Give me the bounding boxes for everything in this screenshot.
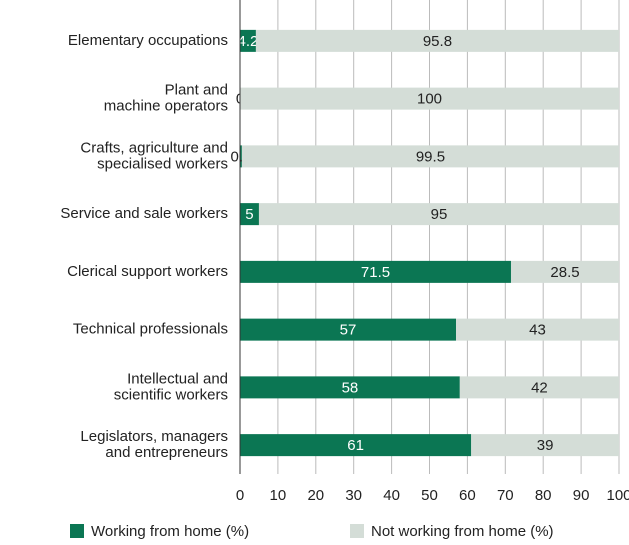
category-label: Technical professionals: [73, 321, 228, 338]
value-label: 100: [417, 91, 442, 108]
bar-segment: [255, 29, 619, 52]
value-label: 95.8: [423, 33, 452, 50]
x-tick-label: 30: [345, 487, 362, 504]
category-label: Service and sale workers: [60, 205, 228, 222]
bar-segment: [241, 145, 619, 168]
value-label: 43: [529, 322, 546, 339]
value-label: 95: [431, 206, 448, 223]
bar-segment: [240, 29, 256, 52]
x-tick-label: 70: [497, 487, 514, 504]
category-label: Legislators, managers and entrepreneurs: [80, 428, 228, 461]
bar-segment: [258, 203, 619, 226]
x-tick-label: 60: [459, 487, 476, 504]
bar-segment: [471, 434, 619, 457]
value-label: 39: [537, 437, 554, 454]
x-tick-label: 80: [535, 487, 552, 504]
bar-segment: [240, 318, 457, 341]
bar-segment: [510, 260, 619, 283]
value-label: 57: [340, 322, 357, 339]
x-tick-label: 50: [421, 487, 438, 504]
category-label: Plant and machine operators: [104, 82, 228, 115]
value-label: 58: [342, 379, 359, 396]
legend-swatch: [70, 524, 84, 538]
bar-segment: [240, 260, 511, 283]
category-label: Clerical support workers: [67, 263, 228, 280]
bar-segment: [456, 318, 619, 341]
bar-segment: [240, 376, 460, 399]
value-label: 42: [531, 379, 548, 396]
x-tick-label: 100: [606, 487, 629, 504]
legend-label: Not working from home (%): [371, 523, 554, 540]
x-tick-label: 0: [236, 487, 244, 504]
x-tick-label: 40: [383, 487, 400, 504]
bar-segment: [240, 434, 472, 457]
value-label: 61: [347, 437, 364, 454]
x-tick-label: 10: [270, 487, 287, 504]
x-tick-label: 90: [573, 487, 590, 504]
bar-segment: [240, 203, 259, 226]
legend-label: Working from home (%): [91, 523, 249, 540]
value-label: 4.2: [238, 33, 259, 50]
bar-segment: [240, 145, 242, 168]
value-label: 28.5: [550, 264, 579, 281]
category-label: Intellectual and scientific workers: [114, 370, 228, 403]
legend-swatch: [350, 524, 364, 538]
value-label: 99.5: [416, 148, 445, 165]
category-label: Crafts, agriculture and specialised worke…: [80, 139, 228, 172]
bar-segment: [240, 87, 619, 110]
value-label: 71.5: [361, 264, 390, 281]
value-label: 5: [245, 206, 253, 223]
bar-segment: [459, 376, 619, 399]
category-label: Elementary occupations: [68, 32, 228, 49]
x-tick-label: 20: [307, 487, 324, 504]
